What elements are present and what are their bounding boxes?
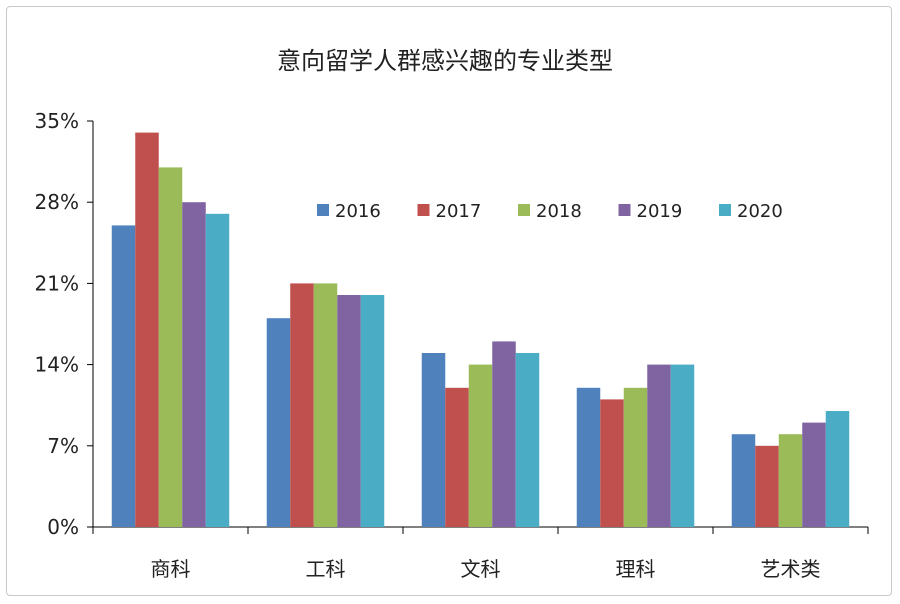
- bar-2020: [825, 411, 850, 527]
- bar-2016: [421, 353, 446, 527]
- bar-2017: [600, 399, 624, 527]
- bar-2018: [313, 283, 338, 527]
- legend-label: 2016: [335, 201, 381, 222]
- y-tick-label: 0%: [47, 515, 79, 539]
- legend-swatch: [317, 204, 329, 216]
- legend-label: 2019: [637, 201, 683, 222]
- bar-2017: [755, 445, 779, 527]
- bar-2019: [492, 341, 516, 527]
- bar-2018: [778, 434, 803, 527]
- bar-2018: [468, 364, 493, 527]
- y-tick-label: 21%: [35, 271, 79, 295]
- legend-label: 2020: [737, 201, 783, 222]
- x-tick-label: 商科: [151, 557, 191, 581]
- bar-2018: [623, 387, 648, 527]
- legend-swatch: [618, 204, 631, 216]
- x-axis: 商科 工科 文科 理科 艺术类: [92, 526, 869, 581]
- chart-title: 意向留学人群感兴趣的专业类型: [277, 47, 613, 75]
- y-tick-label: 14%: [35, 353, 79, 377]
- bar-2019: [337, 295, 361, 527]
- legend-label: 2018: [536, 201, 582, 222]
- bar-2016: [731, 434, 756, 527]
- legend-swatch: [719, 204, 731, 216]
- bar-2016: [111, 225, 136, 527]
- bar-2017: [135, 132, 159, 527]
- bar-2020: [205, 213, 230, 528]
- bars: [111, 132, 850, 528]
- bar-2018: [158, 167, 183, 527]
- x-tick-label: 文科: [461, 557, 501, 581]
- bar-2016: [266, 318, 291, 527]
- bar-2017: [290, 283, 314, 527]
- bar-2020: [360, 295, 385, 527]
- x-tick-label: 艺术类: [761, 557, 821, 581]
- y-axis: 0% 7% 14% 21% 28% 35%: [35, 109, 94, 539]
- legend: 2016 2017 2018 2019 2020: [317, 201, 783, 222]
- bar-2020: [515, 353, 540, 527]
- bar-2019: [647, 364, 671, 527]
- x-tick-label: 工科: [306, 557, 346, 581]
- y-tick-label: 35%: [35, 109, 79, 133]
- bar-2017: [445, 387, 469, 527]
- bar-2019: [182, 202, 206, 527]
- bar-2019: [802, 422, 826, 527]
- legend-label: 2017: [436, 201, 482, 222]
- bar-2016: [576, 387, 601, 527]
- y-tick-label: 7%: [47, 434, 79, 458]
- y-tick-label: 28%: [35, 190, 79, 214]
- x-tick-label: 理科: [616, 557, 656, 581]
- legend-swatch: [417, 204, 430, 216]
- legend-swatch: [518, 204, 530, 216]
- bar-2020: [670, 364, 695, 527]
